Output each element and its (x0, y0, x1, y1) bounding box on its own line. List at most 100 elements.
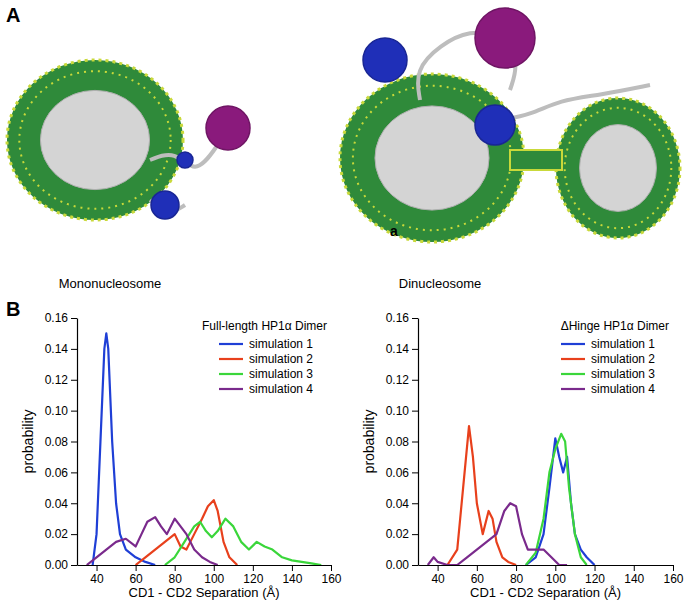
x-tick: 100 (546, 565, 566, 586)
legend-swatch (561, 358, 585, 360)
x-tick-mark (516, 565, 517, 571)
y-tick-mark (412, 442, 418, 443)
y-tick-mark (412, 472, 418, 473)
y-axis-title: probability (361, 410, 377, 474)
y-tick: 0.14 (45, 342, 77, 356)
y-axis-title: probability (20, 410, 36, 474)
legend-label: simulation 3 (249, 367, 313, 381)
x-axis-title: CD1 - CD2 Separation (Å) (470, 585, 621, 600)
y-tick-label: 0.10 (386, 404, 410, 418)
legend-label: simulation 3 (591, 367, 655, 381)
x-tick-mark (214, 565, 215, 571)
y-tick-mark (412, 318, 418, 319)
x-tick: 140 (282, 565, 302, 586)
panel-label: B (6, 298, 20, 320)
x-tick-label: 160 (663, 572, 683, 586)
protein-domain (363, 38, 407, 82)
y-tick-label: 0.02 (386, 527, 410, 541)
x-tick: 60 (471, 565, 485, 586)
plot-area (87, 333, 321, 565)
chart: 4060801001201401600.000.020.040.060.080.… (20, 311, 342, 600)
y-tick-label: 0.06 (386, 466, 410, 480)
x-tick-label: 80 (510, 572, 524, 586)
x-axis: 406080100120140160 (78, 565, 342, 586)
y-tick: 0.16 (45, 311, 77, 325)
y-tick-label: 0.12 (386, 373, 410, 387)
x-tick-mark (477, 565, 478, 571)
x-tick-mark (555, 565, 556, 571)
y-axis-line (77, 319, 78, 566)
x-tick: 120 (585, 565, 605, 586)
y-tick-mark (71, 349, 77, 350)
chart-title: Full-length HP1α Dimer (202, 319, 327, 333)
x-axis-title: CD1 - CD2 Separation (Å) (129, 585, 280, 600)
protein-domain (206, 106, 250, 150)
y-tick-label: 0.10 (45, 404, 69, 418)
legend-swatch (219, 358, 243, 360)
x-tick: 80 (169, 565, 183, 586)
legend-swatch (219, 388, 243, 390)
legend-label: simulation 1 (591, 337, 655, 351)
y-tick: 0.06 (45, 466, 77, 480)
x-tick-mark (136, 565, 137, 571)
y-tick: 0.02 (386, 527, 418, 541)
series-line (428, 503, 567, 565)
y-tick: 0.12 (45, 373, 77, 387)
y-tick: 0.14 (386, 342, 418, 356)
y-tick: 0.16 (386, 311, 418, 325)
y-axis: 0.00 0.02 0.04 0.06 0.08 0.10 0.12 0.14 0.16 (386, 311, 419, 572)
panel-label: A (6, 4, 20, 26)
y-tick: 0.04 (386, 497, 418, 511)
x-tick-label: 60 (129, 572, 143, 586)
y-tick-label: 0.16 (386, 311, 410, 325)
y-tick-label: 0.08 (386, 435, 410, 449)
x-tick-label: 100 (546, 572, 566, 586)
series-line (447, 426, 516, 565)
plot-area (428, 426, 595, 565)
x-tick-label: 40 (431, 572, 445, 586)
x-tick: 100 (204, 565, 224, 586)
y-tick: 0.06 (386, 466, 418, 480)
y-tick-label: 0.14 (45, 342, 69, 356)
y-tick: 0.02 (45, 527, 77, 541)
y-tick-mark (412, 380, 418, 381)
x-tick-label: 40 (90, 572, 104, 586)
image-annotation: a (390, 223, 398, 239)
x-tick: 60 (129, 565, 143, 586)
y-tick: 0.00 (386, 558, 418, 572)
y-tick-mark (412, 534, 418, 535)
figure: AMononucleosomeDinucleosomeaB40608010012… (0, 0, 693, 600)
chart: 4060801001201401600.000.020.040.060.080.… (361, 311, 684, 600)
protein-domain (177, 152, 193, 168)
histone-core (580, 125, 657, 212)
y-tick-label: 0.04 (45, 497, 69, 511)
x-tick-mark (331, 565, 332, 571)
protein-domain (475, 8, 535, 68)
x-tick: 40 (431, 565, 445, 586)
legend: simulation 1simulation 2simulation 3simu… (219, 337, 313, 396)
y-tick-mark (412, 565, 418, 566)
dna-wrap-inner (565, 108, 672, 228)
legend-swatch (561, 343, 585, 345)
x-tick-mark (97, 565, 98, 571)
x-tick-mark (673, 565, 674, 571)
x-tick: 140 (624, 565, 644, 586)
protein-tail (500, 85, 650, 120)
y-tick: 0.10 (45, 404, 77, 418)
series-line (93, 333, 156, 565)
y-tick-mark (71, 318, 77, 319)
y-tick-label: 0.00 (386, 558, 410, 572)
chart-title: ΔHinge HP1α Dimer (561, 319, 669, 333)
legend-label: simulation 2 (591, 352, 655, 366)
legend-label: simulation 1 (249, 337, 313, 351)
y-tick-mark (412, 503, 418, 504)
legend: simulation 1simulation 2simulation 3simu… (561, 337, 655, 396)
x-tick-label: 120 (243, 572, 263, 586)
histone-core (375, 106, 489, 210)
panel-a-structures (7, 8, 680, 242)
dna-wrap (556, 98, 680, 238)
y-tick-mark (71, 442, 77, 443)
x-tick-label: 140 (282, 572, 302, 586)
y-tick-mark (412, 411, 418, 412)
y-tick: 0.08 (386, 435, 418, 449)
